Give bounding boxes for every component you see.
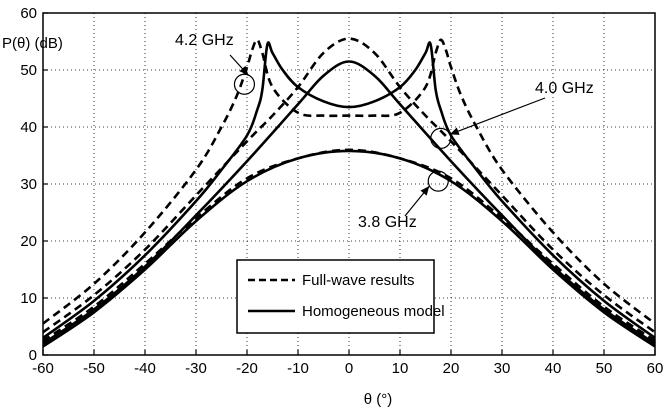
x-tick-label: -50 [83, 360, 105, 377]
x-axis-label: θ (°) [364, 391, 393, 408]
series-homogeneous-42ghz [42, 41, 656, 339]
series-homogeneous-38ghz [42, 149, 656, 348]
x-tick-label: 10 [392, 360, 409, 377]
annotation-circles [233, 73, 452, 192]
x-tick-label: 50 [596, 360, 613, 377]
x-tick-label: -10 [287, 360, 309, 377]
annotation-4-0ghz: 4.0 GHz [535, 80, 594, 97]
legend: Full-wave results Homogeneous model [236, 259, 445, 334]
series-lines [42, 37, 656, 348]
arrow-4-0ghz-head [449, 127, 460, 135]
x-tick-label: 40 [545, 360, 562, 377]
y-tick-label: 20 [20, 233, 37, 250]
x-tick-label: 30 [494, 360, 511, 377]
arrow-3-8ghz [404, 185, 430, 217]
arrow-4-2ghz [229, 54, 249, 76]
series-full-wave-40ghz [42, 37, 656, 334]
series-full-wave-42ghz [42, 38, 656, 325]
x-tick-label: -40 [134, 360, 156, 377]
y-tick-label: 0 [29, 347, 37, 364]
circle-4-2ghz [233, 73, 256, 95]
y-tick-label: 10 [20, 290, 37, 307]
y-axis-label: P(θ) (dB) [2, 35, 63, 52]
circle-4-0ghz [430, 127, 452, 149]
x-tick-label: 20 [443, 360, 460, 377]
legend-label-full-wave: Full-wave results [302, 272, 415, 289]
axis-ticks: -60 -50 -40 -30 -20 -10 0 10 20 30 40 50 60 0 10 20 30 40… [20, 5, 663, 377]
x-tick-label: -60 [32, 360, 54, 377]
arrow-4-0ghz-shaft [449, 97, 546, 135]
annotation-4-2ghz: 4.2 GHz [175, 32, 234, 49]
y-tick-label: 60 [20, 5, 37, 22]
series-homogeneous-40ghz [42, 60, 656, 345]
arrow-3-8ghz-head [420, 186, 430, 196]
annotation-arrows [229, 54, 546, 217]
y-tick-label: 30 [20, 176, 37, 193]
y-tick-label: 40 [20, 119, 37, 136]
circle-3-8ghz [427, 170, 449, 192]
annotation-3-8ghz: 3.8 GHz [358, 214, 417, 231]
arrow-4-0ghz [449, 97, 546, 135]
x-tick-label: -20 [236, 360, 258, 377]
x-tick-label: 60 [647, 360, 664, 377]
y-tick-label: 50 [20, 62, 37, 79]
x-tick-label: 0 [345, 360, 353, 377]
legend-box [236, 259, 435, 334]
x-tick-label: -30 [185, 360, 207, 377]
legend-label-homogeneous: Homogeneous model [302, 303, 445, 320]
arrow-4-2ghz-head [239, 65, 249, 76]
